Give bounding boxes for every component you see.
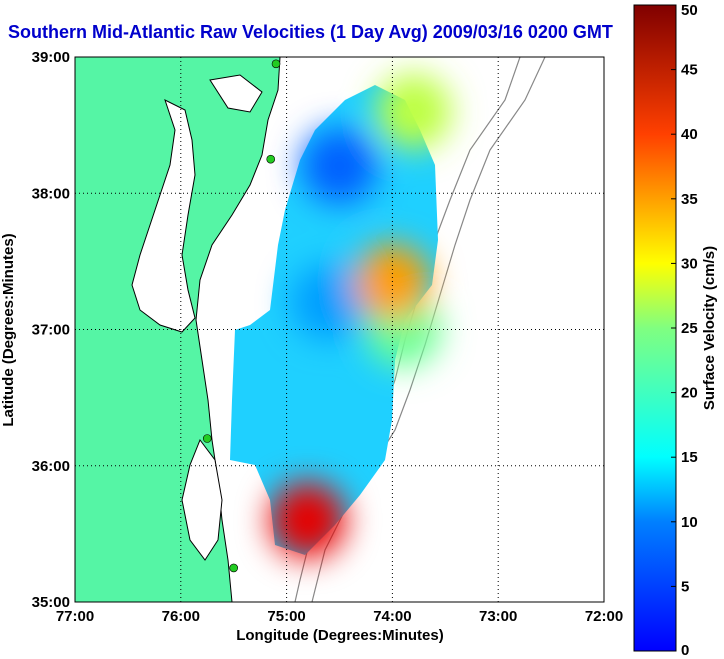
chart-title: Southern Mid-Atlantic Raw Velocities (1 … bbox=[8, 22, 613, 42]
y-axis-ticks: 35:00 36:00 37:00 38:00 39:00 bbox=[32, 49, 70, 611]
colorbar bbox=[633, 4, 677, 652]
colorbar-ticks: 0 5 10 15 20 25 30 35 40 45 50 bbox=[671, 2, 698, 659]
x-axis-ticks: 77:00 76:00 75:00 74:00 73:00 72:00 bbox=[56, 608, 623, 625]
station-marker bbox=[202, 434, 212, 443]
station-marker bbox=[266, 154, 276, 164]
colorbar-tick-label: 0 bbox=[681, 642, 689, 659]
colorbar-tick-label: 20 bbox=[681, 385, 698, 402]
x-tick-label: 74:00 bbox=[373, 608, 411, 625]
y-tick-label: 35:00 bbox=[32, 594, 70, 611]
station-marker bbox=[271, 59, 281, 69]
x-axis-label: Longitude (Degrees:Minutes) bbox=[236, 627, 444, 644]
y-tick-label: 36:00 bbox=[32, 458, 70, 475]
colorbar-tick-label: 10 bbox=[681, 514, 698, 531]
colorbar-tick-label: 15 bbox=[681, 449, 698, 466]
speed-region bbox=[301, 128, 378, 204]
colorbar-tick-label: 5 bbox=[681, 578, 689, 595]
delaware-bay bbox=[209, 74, 263, 113]
x-tick-label: 73:00 bbox=[479, 608, 517, 625]
colorbar-tick-label: 35 bbox=[681, 191, 698, 208]
plot-frame bbox=[74, 56, 605, 603]
speed-region bbox=[290, 264, 367, 341]
colorbar-tick-label: 40 bbox=[681, 126, 698, 143]
y-axis-label: Latitude (Degrees:Minutes) bbox=[0, 233, 17, 426]
colorbar-tick-label: 50 bbox=[681, 2, 698, 19]
x-tick-label: 77:00 bbox=[56, 608, 94, 625]
pamlico-sound bbox=[181, 438, 223, 561]
station-marker bbox=[229, 563, 238, 573]
colorbar-tick-label: 45 bbox=[681, 62, 698, 79]
y-tick-label: 38:00 bbox=[32, 185, 70, 202]
colorbar-label: Surface Velocity (cm/s) bbox=[701, 246, 718, 410]
x-tick-label: 75:00 bbox=[267, 608, 305, 625]
y-tick-label: 39:00 bbox=[32, 49, 70, 66]
grid-lines bbox=[75, 57, 604, 602]
chesapeake-bay bbox=[131, 99, 196, 333]
colorbar-tick-label: 30 bbox=[681, 255, 698, 272]
speed-region bbox=[375, 73, 452, 150]
speed-region bbox=[269, 482, 346, 559]
x-tick-label: 72:00 bbox=[585, 608, 623, 625]
station-markers bbox=[202, 59, 281, 573]
x-tick-label: 76:00 bbox=[162, 608, 200, 625]
y-tick-label: 37:00 bbox=[32, 322, 70, 339]
colorbar-tick-label: 25 bbox=[681, 320, 698, 337]
